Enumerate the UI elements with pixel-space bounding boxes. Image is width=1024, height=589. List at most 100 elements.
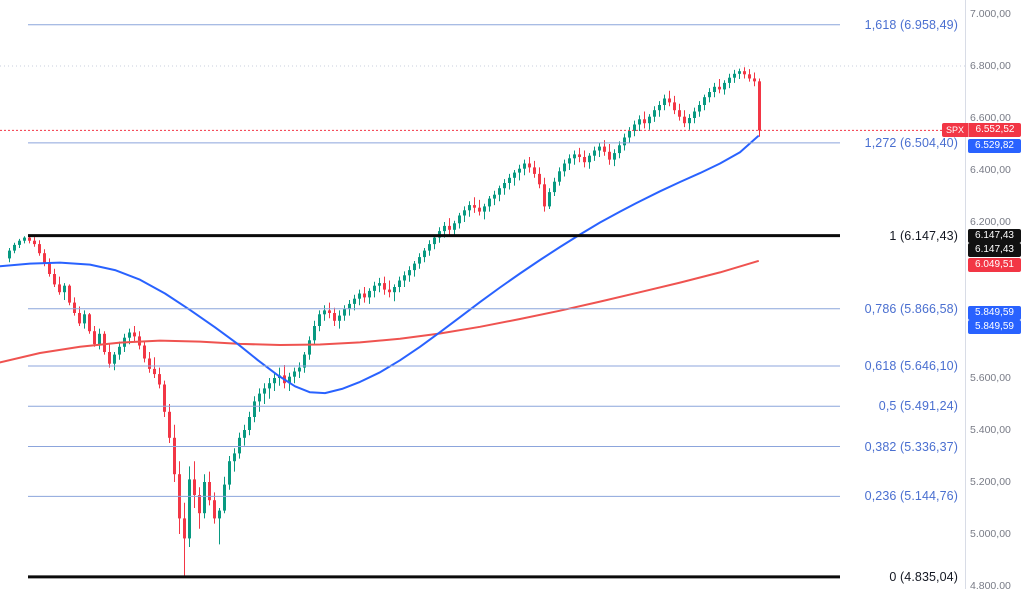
candle-body: [398, 280, 401, 287]
candle-body: [258, 393, 261, 402]
candle-body: [288, 376, 291, 384]
candle-body: [28, 237, 31, 241]
price-axis-tick: 6.800,00: [970, 60, 1011, 72]
candle-body: [698, 105, 701, 112]
candle-body: [533, 167, 536, 174]
candle-body: [708, 92, 711, 98]
ma-red-line[interactable]: [0, 260, 759, 364]
candle-body: [633, 124, 636, 131]
candle-body: [133, 332, 136, 337]
price-axis-tick: 4.800,00: [970, 580, 1011, 589]
candle-body: [388, 289, 391, 293]
candle-body: [553, 181, 556, 193]
candle-body: [433, 237, 436, 245]
price-badge: 6.147,43: [968, 242, 1021, 257]
candle-body: [693, 111, 696, 118]
candle-body: [518, 168, 521, 173]
symbol-label: SPX: [942, 123, 970, 138]
candle-body: [148, 358, 151, 369]
candle-body: [648, 116, 651, 124]
candle-body: [373, 285, 376, 291]
fib-level-label[interactable]: 1,618 (6.958,49): [864, 17, 958, 32]
candle-body: [473, 205, 476, 208]
candle-body: [348, 303, 351, 310]
fib-level-label[interactable]: 1,272 (6.504,40): [864, 135, 958, 150]
candle-body: [703, 97, 706, 105]
candle-body: [543, 184, 546, 207]
candle-body: [443, 225, 446, 232]
candle-body: [248, 417, 251, 430]
candle-body: [48, 263, 51, 274]
candle-body: [408, 270, 411, 276]
fib-level-label[interactable]: 0,236 (5.144,76): [864, 489, 958, 504]
candle-body: [728, 77, 731, 83]
candle-body: [268, 383, 271, 389]
fib-level-label[interactable]: 0,618 (5.646,10): [864, 359, 958, 373]
fib-level-label[interactable]: 1 (6.147,43): [889, 228, 958, 243]
candle-body: [678, 110, 681, 117]
candle-body: [253, 401, 256, 417]
candle-body: [623, 137, 626, 146]
candle-body: [58, 284, 61, 293]
candle-body: [263, 388, 266, 394]
symbol-price-badge: SPX 6.552,52: [942, 123, 1021, 138]
candle-body: [383, 283, 386, 290]
candle-body: [218, 510, 221, 519]
candle-body: [428, 244, 431, 251]
candle-body: [323, 310, 326, 315]
candle-body: [328, 310, 331, 313]
price-axis-tick: 6.200,00: [970, 216, 1011, 228]
candle-body: [118, 346, 121, 355]
candle-body: [78, 313, 81, 324]
price-axis[interactable]: 7.000,00 6.800,00 6.600,00 6.400,00 6.200,00…: [942, 0, 1024, 589]
candle-body: [333, 313, 336, 321]
fib-level-label[interactable]: 0,786 (5.866,58): [864, 301, 958, 316]
candle-body: [208, 482, 211, 501]
candle-body: [563, 163, 566, 172]
candle-body: [183, 518, 186, 539]
ma-blue-line[interactable]: [0, 135, 759, 395]
candle-body: [303, 354, 306, 368]
candle-body: [603, 146, 606, 152]
fib-level-label[interactable]: 0,5 (5.491,24): [878, 399, 958, 414]
candle-body: [458, 215, 461, 224]
candle-body: [618, 145, 621, 154]
candle-body: [508, 177, 511, 183]
candle-body: [88, 314, 91, 332]
price-axis-tick: 6.400,00: [970, 164, 1011, 176]
candle-body: [753, 78, 756, 82]
candle-body: [188, 479, 191, 539]
candle-body: [368, 290, 371, 298]
candle-body: [143, 345, 146, 359]
candle-body: [688, 118, 691, 124]
candle-body: [198, 495, 201, 514]
fib-level-label[interactable]: 0,382 (5.336,37): [864, 439, 958, 454]
candle-body: [643, 119, 646, 124]
candle-body: [308, 340, 311, 355]
candle-body: [608, 151, 611, 160]
candle-body: [723, 82, 726, 90]
candle-body: [573, 154, 576, 159]
price-axis-tick: 5.600,00: [970, 372, 1011, 384]
candle-body: [353, 298, 356, 304]
candle-body: [203, 482, 206, 514]
candle-body: [418, 257, 421, 264]
candle-body: [598, 146, 601, 151]
fib-level-label[interactable]: 0 (4.835,04): [889, 569, 958, 584]
candle-body: [638, 119, 641, 125]
candle-body: [63, 285, 66, 293]
candle-body: [293, 371, 296, 377]
candle-body: [23, 237, 26, 241]
price-axis-tick: 5.400,00: [970, 424, 1011, 436]
candle-body: [468, 205, 471, 211]
candle-body: [113, 354, 116, 364]
candle-body: [228, 461, 231, 485]
price-badge: 6.147,43: [968, 228, 1021, 243]
candle-body: [273, 378, 276, 384]
candle-body: [68, 285, 71, 303]
candle-body: [483, 206, 486, 212]
candle-body: [548, 192, 551, 207]
candle-body: [668, 98, 671, 103]
price-axis-tick: 5.200,00: [970, 476, 1011, 488]
